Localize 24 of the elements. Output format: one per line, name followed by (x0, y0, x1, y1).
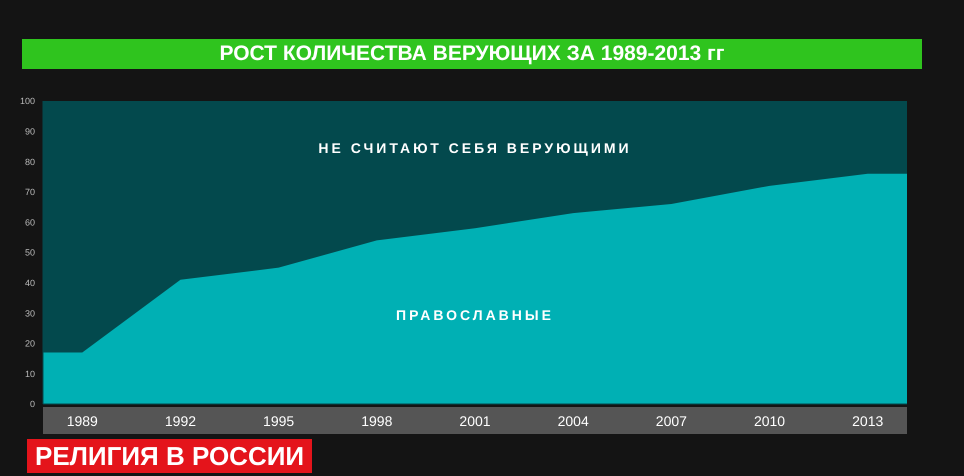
x-tick-label: 1989 (66, 412, 98, 429)
y-tick-label: 50 (24, 248, 35, 258)
y-tick-label: 10 (24, 368, 35, 379)
y-tick-label: 60 (24, 217, 35, 228)
x-tick-label: 1998 (361, 412, 393, 429)
x-tick-label: 1995 (263, 412, 294, 429)
y-tick-label: 80 (24, 156, 35, 167)
y-tick-label: 40 (24, 278, 35, 288)
series-label: ПРАВОСЛАВНЫЕ (395, 307, 555, 324)
y-tick-label: 90 (24, 126, 35, 136)
series-label: НЕ СЧИТАЮТ СЕБЯ ВЕРУЮЩИМИ (317, 140, 633, 156)
x-tick-label: 1992 (164, 412, 196, 429)
x-tick-label: 2001 (459, 412, 491, 429)
y-tick-label: 0 (30, 399, 35, 410)
x-tick-label: 2013 (852, 412, 884, 429)
x-tick-label: 2007 (656, 412, 688, 429)
y-tick-label: 30 (24, 308, 35, 318)
y-tick-label: 20 (24, 338, 35, 349)
x-tick-label: 2010 (754, 412, 786, 429)
chart-title: РОСТ КОЛИЧЕСТВА ВЕРУЮЩИХ ЗА 1989-2013 гг (22, 39, 922, 69)
x-tick-label: 2004 (558, 412, 589, 429)
y-tick-label: 100 (20, 96, 35, 106)
y-tick-label: 70 (24, 187, 35, 198)
text: РЕЛИГИЯ В РОССИИ (27, 439, 312, 473)
